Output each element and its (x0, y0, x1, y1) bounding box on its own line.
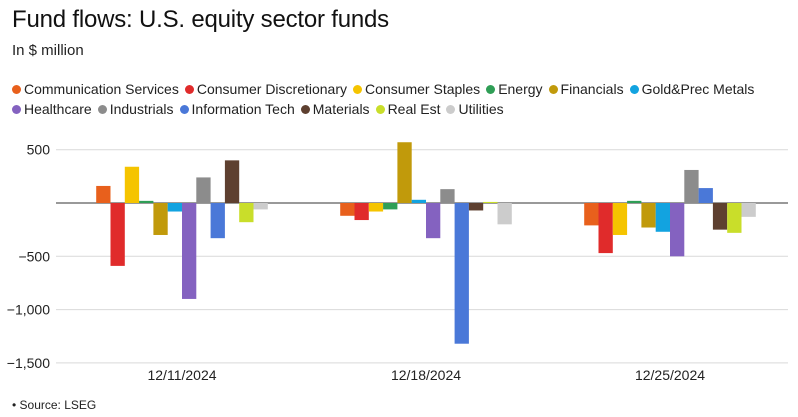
legend-label: Financials (560, 81, 624, 97)
legend-item: Financials (548, 79, 624, 99)
y-tick-label: −1,000 (7, 302, 50, 318)
legend-label: Gold&Prec Metals (641, 81, 755, 97)
bar (110, 203, 125, 266)
bar (383, 203, 398, 210)
bar (684, 169, 699, 203)
legend-label: Consumer Discretionary (196, 81, 348, 97)
legend-item: Information Tech (179, 99, 295, 119)
legend-label: Healthcare (24, 101, 92, 117)
legend-item: Consumer Staples (353, 79, 480, 99)
bar (397, 142, 412, 203)
legend-item: Real Est (375, 99, 441, 119)
bar (96, 185, 111, 203)
legend-item: Utilities (446, 99, 504, 119)
legend-swatch (12, 104, 21, 114)
bar (354, 203, 369, 221)
legend-item: Communication Services (12, 79, 179, 99)
bar (411, 199, 426, 203)
legend-swatch (548, 84, 558, 94)
legend-item: Industrials (97, 99, 174, 119)
bar (612, 203, 628, 235)
legend-swatch (486, 84, 496, 94)
legend-label: Consumer Staples (365, 81, 481, 97)
bar (196, 177, 211, 203)
y-tick-label: 500 (27, 142, 51, 158)
legend-swatch (179, 104, 189, 114)
y-tick-label: −500 (18, 248, 50, 264)
chart-title: Fund flows: U.S. equity sector funds (12, 6, 389, 33)
bar (670, 203, 685, 257)
legend-item: Materials (300, 99, 370, 119)
bar (139, 200, 154, 203)
legend-item: Healthcare (12, 99, 92, 119)
legend-swatch (300, 104, 310, 114)
bar (440, 189, 455, 203)
legend-swatch (12, 84, 21, 94)
bar (483, 201, 498, 203)
bar (641, 203, 656, 228)
legend-swatch (446, 104, 456, 114)
bar (210, 203, 225, 239)
bar (598, 203, 613, 254)
source-note: • Source: LSEG (12, 398, 97, 412)
x-tick-label: 12/18/2024 (391, 367, 461, 383)
x-tick-label: 12/11/2024 (147, 367, 216, 383)
legend-swatch (629, 84, 639, 94)
bar (124, 166, 140, 203)
bar (698, 188, 713, 203)
chart-legend: Communication Services Consumer Discreti… (12, 79, 782, 119)
bar (253, 203, 268, 210)
bar (712, 203, 728, 230)
y-tick-label: −1,500 (7, 355, 50, 371)
legend-label: Real Est (387, 101, 441, 117)
legend-label: Communication Services (24, 81, 179, 97)
bar (167, 203, 182, 212)
legend-swatch (375, 104, 385, 114)
legend-item: Gold&Prec Metals (629, 79, 755, 99)
bar (468, 203, 484, 211)
legend-swatch (353, 84, 363, 94)
x-tick-label: 12/25/2024 (635, 367, 705, 383)
legend-swatch (184, 84, 194, 94)
bar (741, 203, 756, 217)
bar (655, 203, 670, 232)
bar (224, 160, 240, 203)
bar (426, 203, 441, 239)
bar (368, 203, 384, 212)
legend-item: Consumer Discretionary (184, 79, 348, 99)
bar (454, 203, 469, 344)
legend-label: Industrials (109, 101, 174, 117)
bar (182, 203, 197, 299)
legend-row-1: Communication Services Consumer Discreti… (12, 79, 782, 99)
legend-row-2: Healthcare Industrials Information Tech … (12, 99, 782, 119)
legend-item: Energy (486, 79, 543, 99)
legend-label: Information Tech (191, 101, 295, 117)
bar (340, 203, 355, 216)
legend-label: Materials (312, 101, 370, 117)
bar (627, 200, 642, 203)
bar (239, 203, 254, 223)
legend-swatch (97, 104, 107, 114)
chart-subtitle: In $ million (12, 42, 84, 59)
legend-label: Energy (498, 81, 543, 97)
bar (497, 203, 512, 225)
legend-label: Utilities (458, 101, 504, 117)
bar (153, 203, 168, 235)
bar (584, 203, 599, 226)
bar (727, 203, 742, 233)
